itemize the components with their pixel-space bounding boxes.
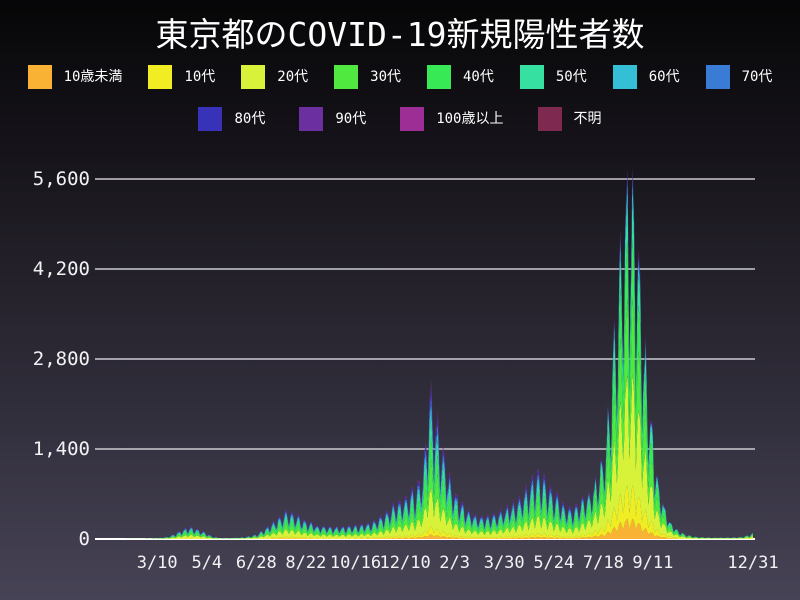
x-axis-label: 12/10 — [379, 553, 431, 573]
legend-item-label: 20代 — [277, 69, 309, 85]
legend-swatch-icon — [334, 65, 359, 89]
legend-item-label: 50代 — [555, 69, 587, 85]
legend-row-1: 10歳未満 10代 20代 30代 40代 50代 60代 70代 — [0, 65, 800, 89]
area-series-20s — [108, 373, 753, 539]
area-series-10s — [108, 485, 753, 539]
legend-item-10s[interactable]: 10代 — [148, 65, 215, 89]
chart-title: 東京都のCOVID-19新規陽性者数 — [155, 15, 645, 54]
legend-swatch-icon — [148, 65, 173, 89]
legend-swatch-icon — [241, 65, 266, 89]
legend-item-100plus[interactable]: 100歳以上 — [400, 107, 504, 131]
legend-item-label: 80代 — [234, 111, 266, 127]
legend-swatch-icon — [198, 107, 223, 131]
x-axis-label: 3/10 — [136, 553, 178, 573]
legend-item-30s[interactable]: 30代 — [334, 65, 401, 89]
legend-item-label: 70代 — [741, 69, 773, 85]
x-axis-label: 9/11 — [632, 553, 674, 573]
x-axis-label: 6/28 — [235, 553, 277, 573]
legend-item-40s[interactable]: 40代 — [427, 65, 494, 89]
legend-swatch-icon — [299, 107, 324, 131]
legend-item-90s[interactable]: 90代 — [299, 107, 366, 131]
x-axis-label: 3/30 — [483, 553, 525, 573]
legend-swatch-icon — [519, 65, 544, 89]
legend-item-70s[interactable]: 70代 — [705, 65, 773, 89]
legend-item-unknown[interactable]: 不明 — [537, 107, 602, 131]
x-axis-label: 5/4 — [191, 553, 223, 573]
legend-swatch-icon — [612, 65, 637, 89]
x-axis-label: 5/24 — [533, 553, 575, 573]
area-series-40s — [108, 238, 753, 539]
x-axis-label: 12/31 — [727, 553, 779, 573]
legend-item-label: 90代 — [335, 111, 367, 127]
legend-item-80s[interactable]: 80代 — [198, 107, 265, 131]
legend-swatch-icon — [427, 65, 451, 89]
area-series-30s — [108, 297, 753, 539]
y-axis-label: 5,600 — [32, 168, 90, 190]
legend-swatch-icon — [27, 65, 52, 89]
y-axis-label: 0 — [78, 528, 90, 550]
legend-item-label: 40代 — [463, 69, 494, 85]
legend-item-60s[interactable]: 60代 — [612, 65, 680, 89]
x-axis-label: 10/16 — [329, 553, 382, 573]
legend-item-label: 60代 — [648, 69, 680, 85]
y-axis-label: 2,800 — [32, 348, 90, 370]
x-axis-label: 2/3 — [439, 553, 470, 573]
legend-item-label: 100歳以上 — [436, 111, 504, 127]
y-axis-label: 4,200 — [32, 258, 90, 280]
legend-swatch-icon — [400, 107, 425, 131]
legend-item-label: 10代 — [184, 69, 216, 85]
x-axis-label: 7/18 — [582, 553, 624, 573]
legend-item-label: 30代 — [370, 69, 401, 85]
legend-row-2: 80代 90代 100歳以上 不明 — [0, 107, 800, 131]
y-axis-label: 1,400 — [32, 438, 90, 460]
legend-item-20s[interactable]: 20代 — [241, 65, 308, 89]
x-axis-label: 8/22 — [285, 553, 327, 573]
legend-swatch-icon — [537, 107, 562, 131]
legend-item-label: 10歳未満 — [63, 69, 123, 85]
legend-item-50s[interactable]: 50代 — [519, 65, 587, 89]
area-series-under10 — [108, 518, 753, 539]
legend-item-under10[interactable]: 10歳未満 — [27, 65, 123, 89]
legend-item-label: 不明 — [573, 111, 602, 127]
legend-swatch-icon — [705, 65, 730, 89]
